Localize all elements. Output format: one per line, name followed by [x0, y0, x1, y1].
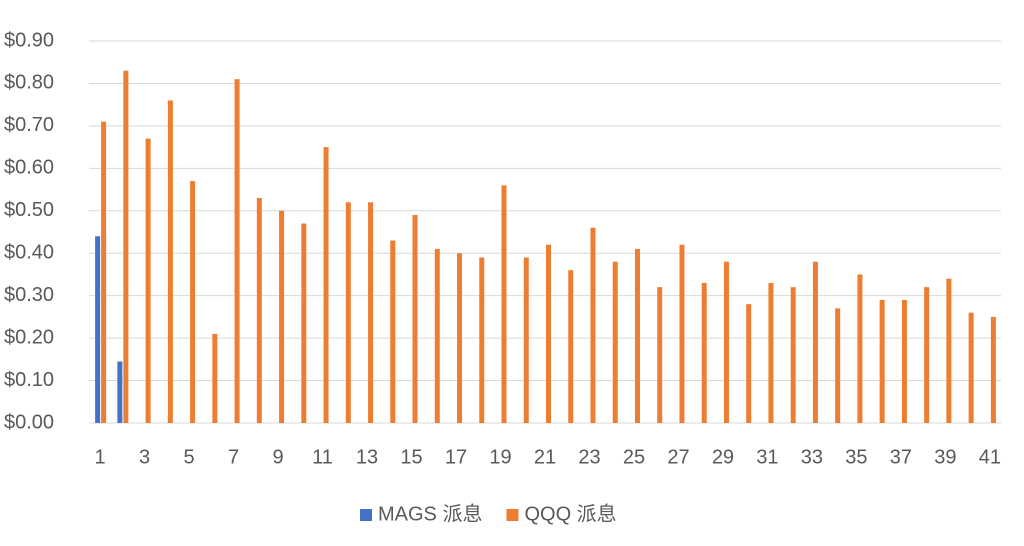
- y-tick-label: $0.50: [4, 199, 54, 221]
- x-tick-label: 25: [623, 446, 645, 468]
- y-tick-label: $0.70: [4, 114, 54, 136]
- bar: [723, 261, 729, 423]
- x-tick-label: 15: [400, 446, 422, 468]
- y-tick-label: $0.00: [4, 411, 54, 433]
- bar: [968, 312, 974, 423]
- bar: [523, 257, 529, 423]
- x-tick-label: 37: [890, 446, 912, 468]
- bar: [212, 333, 218, 423]
- y-tick-label: $0.40: [4, 242, 54, 264]
- bar: [457, 253, 463, 423]
- x-tick-label: 41: [979, 446, 1001, 468]
- bar: [590, 227, 596, 423]
- x-tick-label: 5: [184, 446, 195, 468]
- bar: [234, 79, 240, 423]
- bar: [501, 185, 507, 423]
- bar: [412, 215, 418, 423]
- x-tick-label: 35: [845, 446, 867, 468]
- x-tick-label: 11: [312, 446, 333, 468]
- bar: [924, 287, 930, 423]
- bar: [835, 308, 841, 423]
- x-tick-label: 17: [445, 446, 467, 468]
- bar: [857, 274, 863, 423]
- bar: [990, 316, 996, 423]
- y-tick-label: $0.80: [4, 72, 54, 94]
- x-tick-label: 7: [228, 446, 239, 468]
- x-tick-label: 39: [934, 446, 956, 468]
- bar: [256, 198, 262, 423]
- y-tick-label: $0.20: [4, 326, 54, 348]
- x-tick-label: 1: [95, 446, 106, 468]
- bar: [746, 304, 752, 423]
- y-tick-label: $0.90: [4, 29, 54, 51]
- legend-swatch: [506, 509, 519, 521]
- x-tick-label: 19: [489, 446, 511, 468]
- bar: [479, 257, 485, 423]
- bar: [901, 299, 907, 423]
- legend-label: QQQ 派息: [524, 502, 616, 525]
- bar: [301, 223, 307, 423]
- y-tick-label: $0.60: [4, 157, 54, 179]
- bar: [768, 282, 774, 423]
- bar: [167, 100, 173, 423]
- x-tick-label: 13: [356, 446, 378, 468]
- bar: [657, 287, 663, 423]
- bar: [946, 278, 952, 423]
- bar: [145, 138, 151, 423]
- x-tick-label: 3: [139, 446, 150, 468]
- bar: [434, 248, 440, 423]
- bar: [279, 210, 285, 423]
- bar: [879, 299, 885, 423]
- bar: [612, 261, 618, 423]
- x-tick-label: 21: [534, 446, 556, 468]
- bar: [368, 202, 374, 423]
- bar: [101, 121, 107, 424]
- bar: [323, 147, 329, 423]
- bar: [634, 248, 640, 423]
- bar: [390, 240, 396, 423]
- x-tick-label: 29: [712, 446, 734, 468]
- y-tick-label: $0.30: [4, 284, 54, 306]
- x-tick-label: 33: [801, 446, 823, 468]
- bar: [190, 181, 196, 423]
- bar: [123, 70, 129, 423]
- bar: [568, 270, 574, 423]
- x-tick-label: 31: [756, 446, 778, 468]
- bar: [790, 287, 796, 423]
- y-tick-label: $0.10: [4, 369, 54, 391]
- bar: [679, 244, 685, 423]
- x-tick-label: 9: [273, 446, 284, 468]
- legend-swatch: [360, 509, 372, 521]
- bar: [95, 236, 101, 423]
- bar: [546, 244, 551, 423]
- legend-label: MAGS 派息: [378, 502, 482, 525]
- bar: [345, 202, 351, 423]
- bar: [701, 282, 707, 423]
- bar: [812, 261, 818, 423]
- x-tick-label: 23: [578, 446, 600, 468]
- bar: [117, 361, 123, 423]
- x-tick-label: 27: [667, 446, 689, 468]
